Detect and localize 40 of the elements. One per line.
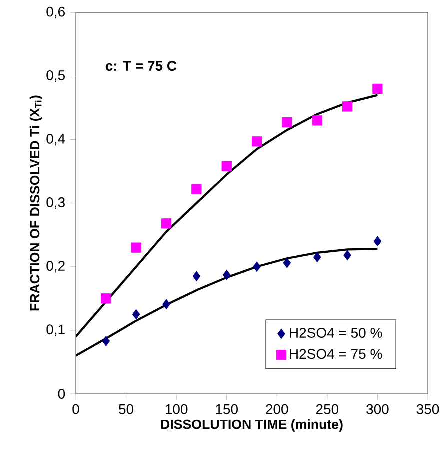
point [162, 299, 170, 310]
x-tick-label: 250 [316, 404, 339, 414]
y-axis-title: FRACTION OF DISSOLVED Ti (X$_{Ti}$) [30, 96, 42, 311]
x-tick-label: 350 [416, 404, 440, 414]
point [222, 270, 231, 280]
x-tick-label: 50 [119, 404, 134, 414]
point [342, 102, 353, 112]
y-tick-label: 0,5 [46, 70, 66, 82]
point [314, 252, 322, 262]
point [312, 116, 322, 126]
x-tick-label: 100 [166, 404, 188, 414]
point [101, 294, 112, 304]
y-tick-label: 0,3 [46, 198, 65, 210]
point [192, 184, 202, 194]
point [372, 84, 383, 94]
point [102, 336, 110, 346]
point [222, 161, 232, 172]
point [161, 218, 172, 229]
x-axis-title: DISSOLUTION TIME (minute) [161, 419, 343, 432]
x-tick-label: 300 [366, 404, 389, 414]
legend-label: H2SO4 = 75 % [290, 349, 382, 360]
point [253, 262, 261, 272]
point [131, 242, 142, 253]
y-tick-label: 0,1 [46, 324, 65, 336]
point [283, 258, 292, 268]
point [132, 309, 140, 320]
point [192, 271, 201, 282]
y-tick-label: 0,2 [46, 261, 65, 273]
point [282, 118, 292, 128]
annotation: c: T = 75 C [106, 61, 177, 72]
x-tick-label: 200 [266, 404, 288, 414]
point [252, 136, 262, 147]
y-tick-label: 0,4 [46, 134, 66, 146]
point [344, 250, 352, 261]
y-tick-label: 0 [58, 389, 66, 399]
y-tick-label: 0,6 [46, 6, 65, 18]
x-tick-label: 150 [216, 404, 238, 414]
point [374, 236, 382, 247]
legend-label: H2SO4 = 50 % [290, 328, 382, 338]
x-tick-label: 0 [72, 404, 80, 414]
